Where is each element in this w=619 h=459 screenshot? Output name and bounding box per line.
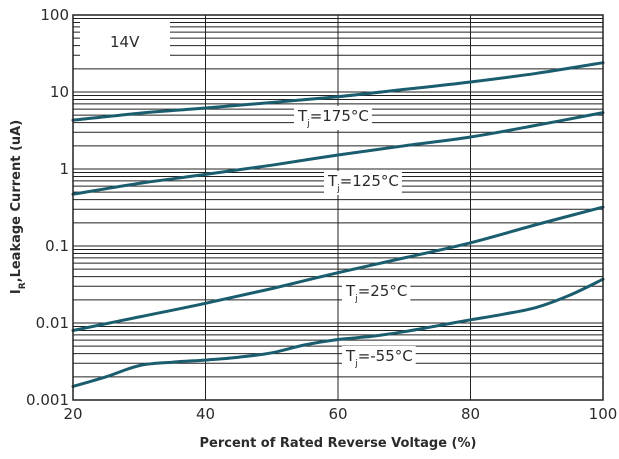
series-label-text: Tj=125°C bbox=[327, 172, 399, 194]
series-label-text: Tj=25°C bbox=[345, 282, 407, 304]
series-label-1: Tj=125°C bbox=[324, 171, 402, 195]
series-label-value: =125°C bbox=[340, 172, 399, 190]
x-axis-title: Percent of Rated Reverse Voltage (%) bbox=[200, 436, 477, 451]
series-line-1 bbox=[71, 111, 605, 196]
y-tick-label: 0.01 bbox=[36, 314, 69, 332]
y-tick-label: 1 bbox=[59, 160, 69, 178]
y-axis-title-rest: ,Leakage Current (uA) bbox=[9, 120, 24, 283]
y-axis-title: IR,Leakage Current (uA) bbox=[9, 120, 28, 294]
series-label-symbol: T bbox=[327, 172, 338, 190]
series-label-subscript: j bbox=[336, 184, 340, 194]
series-label-background bbox=[342, 346, 416, 370]
y-tick-label: 0.1 bbox=[45, 237, 69, 255]
series-label-text: Tj=175°C bbox=[297, 107, 369, 129]
series-label-symbol: T bbox=[345, 282, 356, 300]
series-label-symbol: T bbox=[297, 107, 308, 125]
grid-lines bbox=[73, 15, 603, 400]
series-label-2: Tj=25°C bbox=[342, 281, 411, 305]
series-label-3: Tj=-55°C bbox=[342, 346, 416, 370]
series-labels: Tj=175°CTj=125°CTj=25°CTj=-55°C bbox=[294, 106, 416, 370]
x-tick-label: 40 bbox=[196, 405, 215, 423]
series-label-symbol: T bbox=[345, 347, 356, 365]
y-tick-label: 0.001 bbox=[26, 391, 69, 409]
series-line-2 bbox=[71, 205, 605, 332]
y-tick-label: 10 bbox=[50, 83, 69, 101]
series-label-subscript: j bbox=[354, 294, 358, 304]
series-label-background bbox=[294, 106, 372, 130]
series-label-value: =25°C bbox=[358, 282, 408, 300]
series-label-subscript: j bbox=[354, 359, 358, 369]
voltage-note: 14V bbox=[80, 22, 170, 62]
series-line-0 bbox=[71, 61, 605, 122]
series-label-value: =-55°C bbox=[358, 347, 413, 365]
series-label-0: Tj=175°C bbox=[294, 106, 372, 130]
x-tick-label: 60 bbox=[328, 405, 347, 423]
x-tick-label: 20 bbox=[63, 405, 82, 423]
series-label-value: =175°C bbox=[310, 107, 369, 125]
voltage-note-background bbox=[80, 22, 170, 62]
y-axis-title-main: I bbox=[9, 289, 24, 294]
y-tick-label: 100 bbox=[40, 6, 69, 24]
series-line-3 bbox=[71, 277, 605, 388]
series-label-text: Tj=-55°C bbox=[345, 347, 413, 369]
tick-labels: 20 40 60 80 100 0.001 0.01 0.1 1 10 100 bbox=[26, 6, 617, 423]
x-tick-label: 80 bbox=[461, 405, 480, 423]
series-label-background bbox=[342, 281, 411, 305]
series-label-subscript: j bbox=[306, 119, 310, 129]
x-tick-label: 100 bbox=[589, 405, 618, 423]
voltage-note-label: 14V bbox=[110, 33, 140, 51]
series-lines bbox=[71, 61, 605, 388]
series-label-background bbox=[324, 171, 402, 195]
plot-frame bbox=[72, 14, 604, 401]
y-axis-title-subscript: R bbox=[18, 282, 28, 289]
